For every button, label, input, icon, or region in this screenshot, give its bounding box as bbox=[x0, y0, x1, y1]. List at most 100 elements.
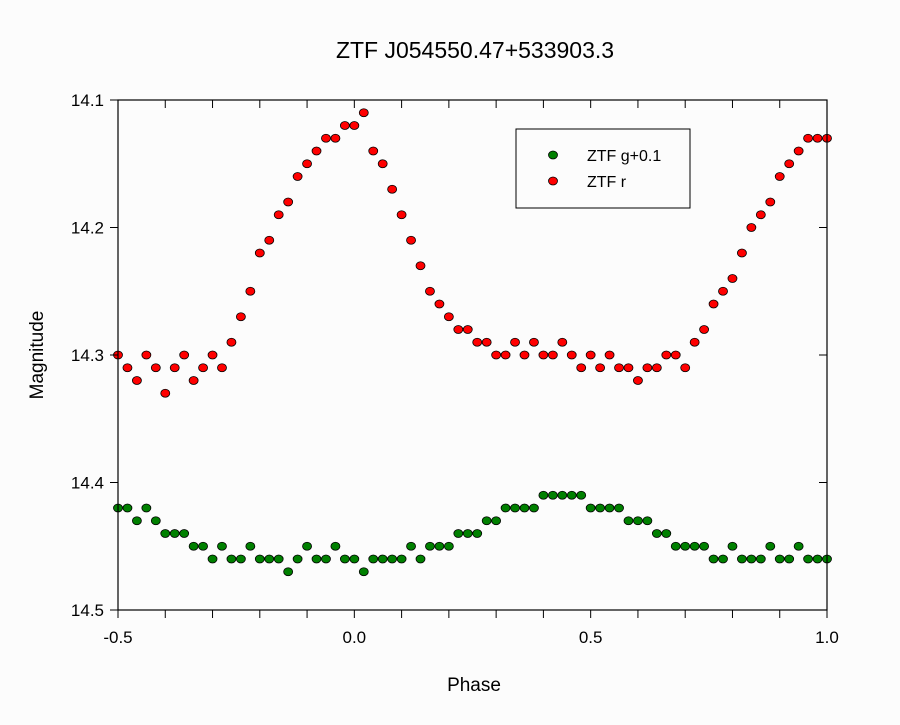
point-ztf-g bbox=[406, 541, 416, 551]
point-ztf-g bbox=[623, 516, 634, 526]
point-ztf-g bbox=[727, 541, 738, 551]
point-ztf-r bbox=[330, 133, 341, 143]
point-ztf-g bbox=[160, 529, 171, 538]
point-ztf-r bbox=[292, 172, 303, 181]
point-ztf-g bbox=[358, 567, 369, 577]
point-ztf-g bbox=[689, 541, 700, 551]
point-ztf-g bbox=[169, 529, 180, 538]
point-ztf-g bbox=[793, 541, 804, 551]
point-ztf-r bbox=[254, 248, 265, 258]
point-ztf-r bbox=[661, 350, 672, 360]
point-ztf-r bbox=[434, 299, 445, 309]
point-ztf-g bbox=[264, 554, 275, 564]
point-ztf-r bbox=[784, 159, 795, 169]
point-ztf-r bbox=[132, 376, 142, 385]
point-ztf-r bbox=[302, 159, 312, 169]
legend-box bbox=[515, 128, 691, 209]
point-ztf-r bbox=[462, 325, 473, 334]
point-ztf-g bbox=[803, 554, 813, 564]
point-ztf-r bbox=[604, 350, 615, 360]
point-ztf-g bbox=[718, 554, 728, 564]
y-tick-label: 14.1 bbox=[71, 91, 104, 110]
point-ztf-r bbox=[453, 325, 464, 334]
point-ztf-g bbox=[188, 541, 199, 551]
point-ztf-g bbox=[245, 541, 256, 551]
legend-label-g: ZTF g+0.1 bbox=[587, 148, 661, 165]
point-ztf-g bbox=[699, 541, 710, 551]
legend-marker-r bbox=[548, 176, 558, 186]
point-ztf-g bbox=[755, 554, 766, 564]
point-ztf-g bbox=[566, 490, 577, 500]
y-tick-label: 14.2 bbox=[71, 219, 104, 238]
point-ztf-r bbox=[566, 350, 577, 360]
point-ztf-r bbox=[633, 376, 643, 385]
point-ztf-g bbox=[321, 554, 331, 564]
point-ztf-r bbox=[245, 286, 256, 296]
x-tick-label: 0.0 bbox=[343, 628, 367, 647]
point-ztf-g bbox=[198, 541, 208, 551]
point-ztf-g bbox=[453, 529, 464, 538]
point-ztf-g bbox=[708, 554, 719, 564]
point-ztf-r bbox=[755, 210, 766, 220]
point-ztf-g bbox=[614, 503, 624, 513]
point-ztf-g bbox=[122, 503, 133, 513]
point-ztf-r bbox=[614, 363, 624, 373]
point-ztf-r bbox=[387, 184, 398, 194]
point-ztf-g bbox=[311, 554, 322, 564]
point-ztf-r bbox=[793, 146, 804, 156]
point-ztf-g bbox=[349, 554, 360, 564]
point-ztf-r bbox=[538, 350, 549, 360]
point-ztf-r bbox=[150, 363, 161, 373]
point-ztf-r bbox=[188, 376, 199, 385]
point-ztf-r bbox=[339, 121, 350, 130]
legend: ZTF g+0.1 ZTF r bbox=[515, 128, 691, 209]
point-ztf-g bbox=[368, 554, 379, 564]
point-ztf-r bbox=[519, 350, 530, 360]
point-ztf-g bbox=[254, 554, 265, 564]
point-ztf-r bbox=[547, 350, 558, 360]
point-ztf-g bbox=[132, 516, 142, 526]
point-ztf-r bbox=[198, 363, 208, 373]
data-points bbox=[113, 108, 832, 577]
point-ztf-r bbox=[311, 146, 322, 156]
point-ztf-r bbox=[500, 350, 511, 360]
point-ztf-r bbox=[491, 350, 502, 360]
point-ztf-r bbox=[642, 363, 653, 373]
axis-ticks: -0.5 0.0 0.5 1.0 14.1 14.2 14.3 14.4 14.5 bbox=[71, 91, 839, 647]
point-ztf-g bbox=[377, 554, 388, 564]
y-tick-label: 14.3 bbox=[71, 346, 104, 365]
point-ztf-g bbox=[235, 554, 246, 564]
point-ztf-r bbox=[179, 350, 190, 360]
point-ztf-g bbox=[330, 541, 341, 551]
point-ztf-g bbox=[415, 554, 426, 564]
point-ztf-r bbox=[680, 363, 691, 373]
point-ztf-r bbox=[746, 223, 757, 232]
chart-title: ZTF J054550.47+533903.3 bbox=[336, 37, 614, 63]
y-tick-label: 14.5 bbox=[71, 601, 104, 620]
point-ztf-r bbox=[472, 337, 483, 347]
point-ztf-g bbox=[680, 541, 691, 551]
point-ztf-r bbox=[415, 261, 426, 271]
x-tick-label: -0.5 bbox=[103, 628, 132, 647]
point-ztf-r bbox=[264, 235, 275, 245]
y-tick-label: 14.4 bbox=[71, 474, 104, 493]
point-ztf-r bbox=[737, 248, 747, 258]
point-ztf-g bbox=[529, 503, 539, 513]
point-ztf-r bbox=[557, 337, 568, 347]
point-ztf-g bbox=[661, 529, 672, 538]
point-ztf-r bbox=[358, 108, 369, 118]
point-ztf-r bbox=[406, 235, 416, 245]
legend-label-r: ZTF r bbox=[587, 174, 627, 191]
point-ztf-r bbox=[169, 363, 180, 373]
point-ztf-g bbox=[273, 554, 284, 564]
point-ztf-r bbox=[623, 363, 634, 373]
point-ztf-g bbox=[595, 503, 606, 513]
point-ztf-r bbox=[273, 210, 284, 220]
point-ztf-g bbox=[179, 529, 190, 538]
point-ztf-g bbox=[585, 503, 596, 513]
point-ztf-r bbox=[207, 350, 218, 360]
point-ztf-r bbox=[774, 172, 785, 181]
point-ztf-g bbox=[472, 529, 483, 538]
point-ztf-g bbox=[226, 554, 237, 564]
point-ztf-g bbox=[425, 541, 435, 551]
